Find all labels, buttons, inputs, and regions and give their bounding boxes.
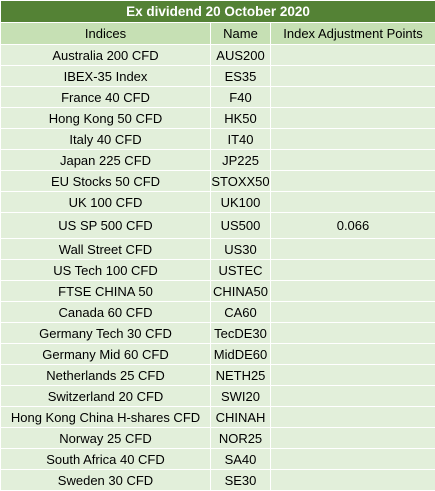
table-title: Ex dividend 20 October 2020: [1, 1, 435, 23]
cell-adjustment-points[interactable]: [271, 302, 435, 323]
cell-index[interactable]: US SP 500 CFD: [1, 213, 211, 239]
cell-name[interactable]: SE30: [211, 470, 271, 491]
cell-name[interactable]: F40: [211, 87, 271, 108]
cell-adjustment-points[interactable]: [271, 365, 435, 386]
cell-index[interactable]: Canada 60 CFD: [1, 302, 211, 323]
cell-adjustment-points[interactable]: [271, 87, 435, 108]
cell-name[interactable]: ES35: [211, 66, 271, 87]
cell-adjustment-points[interactable]: [271, 323, 435, 344]
header-name: Name: [211, 23, 271, 45]
cell-index[interactable]: Sweden 30 CFD: [1, 470, 211, 491]
cell-index[interactable]: Switzerland 20 CFD: [1, 386, 211, 407]
cell-name[interactable]: UK100: [211, 192, 271, 213]
cell-name[interactable]: US500: [211, 213, 271, 239]
cell-index[interactable]: FTSE CHINA 50: [1, 281, 211, 302]
header-indices: Indices: [1, 23, 211, 45]
cell-index[interactable]: Hong Kong China H-shares CFD: [1, 407, 211, 428]
cell-index[interactable]: Hong Kong 50 CFD: [1, 108, 211, 129]
cell-index[interactable]: Wall Street CFD: [1, 239, 211, 260]
cell-name[interactable]: SA40: [211, 449, 271, 470]
cell-adjustment-points[interactable]: [271, 150, 435, 171]
cell-adjustment-points[interactable]: [271, 171, 435, 192]
cell-adjustment-points[interactable]: [271, 470, 435, 491]
cell-adjustment-points[interactable]: [271, 45, 435, 66]
cell-adjustment-points[interactable]: [271, 281, 435, 302]
cell-index[interactable]: South Africa 40 CFD: [1, 449, 211, 470]
cell-adjustment-points[interactable]: [271, 386, 435, 407]
cell-index[interactable]: Japan 225 CFD: [1, 150, 211, 171]
cell-name[interactable]: CHINAH: [211, 407, 271, 428]
cell-index[interactable]: Norway 25 CFD: [1, 428, 211, 449]
dividend-table-sheet: Ex dividend 20 October 2020 Indices Name…: [0, 0, 435, 467]
header-adjustment-points: Index Adjustment Points: [271, 23, 435, 45]
cell-adjustment-points[interactable]: [271, 192, 435, 213]
cell-index[interactable]: EU Stocks 50 CFD: [1, 171, 211, 192]
cell-index[interactable]: IBEX-35 Index: [1, 66, 211, 87]
cell-adjustment-points[interactable]: [271, 108, 435, 129]
cell-adjustment-points[interactable]: 0.066: [271, 213, 435, 239]
table-header-row: Indices Name Index Adjustment Points: [1, 23, 435, 45]
cell-name[interactable]: SWI20: [211, 386, 271, 407]
cell-name[interactable]: NETH25: [211, 365, 271, 386]
cell-adjustment-points[interactable]: [271, 129, 435, 150]
cell-index[interactable]: US Tech 100 CFD: [1, 260, 211, 281]
cell-name[interactable]: US30: [211, 239, 271, 260]
cell-index[interactable]: Australia 200 CFD: [1, 45, 211, 66]
cell-name[interactable]: CA60: [211, 302, 271, 323]
cell-index[interactable]: Germany Mid 60 CFD: [1, 344, 211, 365]
cell-name[interactable]: TecDE30: [211, 323, 271, 344]
cell-index[interactable]: Germany Tech 30 CFD: [1, 323, 211, 344]
cell-adjustment-points[interactable]: [271, 407, 435, 428]
cell-index[interactable]: UK 100 CFD: [1, 192, 211, 213]
cell-name[interactable]: JP225: [211, 150, 271, 171]
table-title-row: Ex dividend 20 October 2020: [1, 1, 435, 23]
cell-name[interactable]: CHINA50: [211, 281, 271, 302]
cell-name[interactable]: USTEC: [211, 260, 271, 281]
cell-index[interactable]: France 40 CFD: [1, 87, 211, 108]
cell-index[interactable]: Netherlands 25 CFD: [1, 365, 211, 386]
cell-adjustment-points[interactable]: [271, 260, 435, 281]
cell-index[interactable]: Italy 40 CFD: [1, 129, 211, 150]
cell-name[interactable]: HK50: [211, 108, 271, 129]
cell-name[interactable]: STOXX50: [211, 171, 271, 192]
cell-name[interactable]: MidDE60: [211, 344, 271, 365]
cell-adjustment-points[interactable]: [271, 66, 435, 87]
cell-adjustment-points[interactable]: [271, 344, 435, 365]
cell-name[interactable]: NOR25: [211, 428, 271, 449]
cell-adjustment-points[interactable]: [271, 449, 435, 470]
cell-adjustment-points[interactable]: [271, 428, 435, 449]
cell-name[interactable]: AUS200: [211, 45, 271, 66]
cell-adjustment-points[interactable]: [271, 239, 435, 260]
cell-name[interactable]: IT40: [211, 129, 271, 150]
